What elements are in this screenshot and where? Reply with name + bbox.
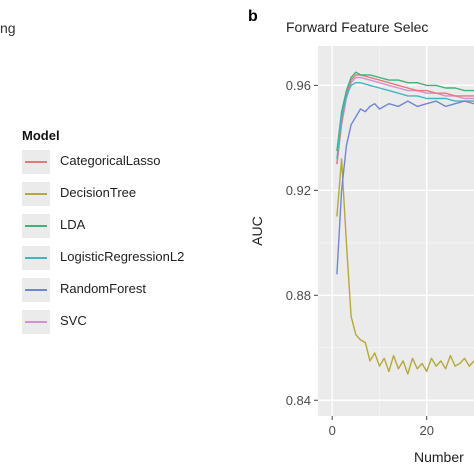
legend-key-line	[25, 225, 47, 227]
legend-key-line	[25, 257, 47, 259]
y-tick-label: 0.92	[286, 183, 311, 198]
legend-item: CategoricalLasso	[22, 148, 242, 174]
legend-key-line	[25, 193, 47, 195]
y-axis-label: AUC	[249, 216, 265, 246]
series-line	[336, 76, 474, 165]
legend-key-line	[25, 289, 47, 291]
legend-title: Model	[22, 128, 60, 143]
legend-key	[22, 182, 50, 206]
legend-key-line	[25, 321, 47, 323]
legend-label: DecisionTree	[60, 185, 137, 200]
y-tick-label: 0.96	[286, 78, 311, 93]
legend-key	[22, 310, 50, 334]
legend-key	[22, 278, 50, 302]
x-tick-label: 20	[419, 423, 433, 438]
x-tick-label: 0	[329, 423, 336, 438]
y-tick-label: 0.84	[286, 393, 311, 408]
chart-title: Forward Feature Selec	[286, 19, 429, 35]
legend-item: RandomForest	[22, 276, 242, 302]
legend-item: SVC	[22, 308, 242, 334]
y-tick-label: 0.88	[286, 288, 311, 303]
legend-key	[22, 214, 50, 238]
series-line	[336, 100, 474, 275]
legend-key	[22, 246, 50, 270]
left-panel-title-fragment: ng	[0, 20, 16, 36]
legend-item: DecisionTree	[22, 180, 242, 206]
legend-item: LogisticRegressionL2	[22, 244, 242, 270]
legend-label: LogisticRegressionL2	[60, 249, 185, 264]
legend-key-line	[25, 161, 47, 163]
series-line	[336, 71, 474, 152]
legend-item: LDA	[22, 212, 242, 238]
legend-label: SVC	[60, 313, 87, 328]
panel-label: b	[248, 8, 258, 25]
series-line	[336, 82, 474, 159]
series-line	[336, 74, 474, 165]
legend-label: CategoricalLasso	[60, 153, 161, 168]
legend-key	[22, 150, 50, 174]
legend-label: LDA	[60, 217, 86, 232]
series-line	[336, 158, 474, 375]
x-axis-label: Number	[414, 449, 464, 465]
legend-label: RandomForest	[60, 281, 146, 296]
